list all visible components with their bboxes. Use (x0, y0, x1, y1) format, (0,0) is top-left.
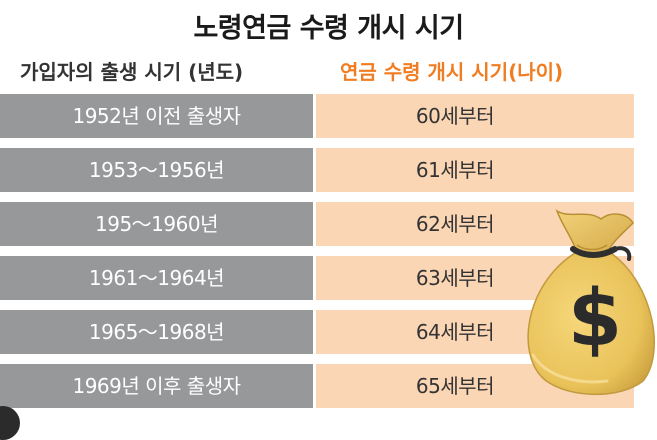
birth-period-cell: 195～1960년 (0, 202, 313, 246)
pension-age-text: 62세부터 (415, 212, 495, 236)
pension-age-text: 64세부터 (415, 320, 495, 344)
column-header-pension-start-age: 연금 수령 개시 시기(나이) (340, 60, 564, 84)
birth-period-cell: 1961～1964년 (0, 256, 313, 300)
birth-period-cell: 1969년 이후 출생자 (0, 364, 313, 408)
pension-age-text: 63세부터 (415, 266, 495, 290)
page-title: 노령연금 수령 개시 시기 (193, 13, 464, 44)
pension-age-text: 65세부터 (415, 374, 495, 398)
birth-period-cell: 1965～1968년 (0, 310, 313, 354)
pension-age-cell: 60세부터 (316, 94, 634, 138)
dollar-sign-icon: $ (568, 274, 622, 364)
table-row: 1953～1956년 61세부터 (0, 148, 634, 192)
pension-age-cell: 61세부터 (316, 148, 634, 192)
birth-period-cell: 1952년 이전 출생자 (0, 94, 313, 138)
pension-age-text: 61세부터 (415, 158, 495, 182)
money-bag-icon: $ (527, 209, 655, 396)
pension-age-text: 60세부터 (415, 104, 495, 128)
corner-badge (0, 406, 20, 440)
table-row: 1952년 이전 출생자 60세부터 (0, 94, 634, 138)
birth-period-cell: 1953～1956년 (0, 148, 313, 192)
column-header-birth-period: 가입자의 출생 시기 (년도) (20, 60, 244, 84)
